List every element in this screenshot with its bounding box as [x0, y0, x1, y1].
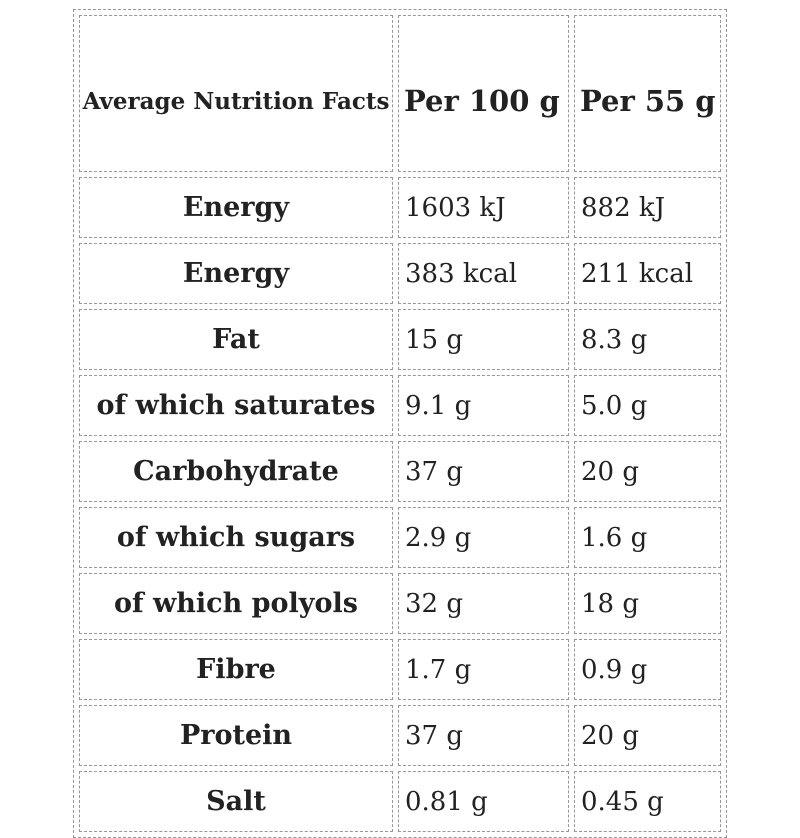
per-55g-value-cell: 882 kJ [574, 177, 721, 238]
per-100g-value-cell: 0.81 g [398, 771, 569, 832]
nutrient-label-cell: of which saturates [79, 375, 393, 436]
per-100g-value-cell: 32 g [398, 573, 569, 634]
per-100g-value-cell: 9.1 g [398, 375, 569, 436]
per-55g-value-cell: 0.9 g [574, 639, 721, 700]
per-100g-value-cell: 37 g [398, 705, 569, 766]
table-row: Energy 383 kcal 211 kcal [79, 243, 721, 304]
per-55g-value-cell: 0.45 g [574, 771, 721, 832]
page: { "colors": { "background": "#ffffff", "… [73, 9, 727, 838]
per-100g-value-cell: 15 g [398, 309, 569, 370]
header-row: Average Nutrition Facts Per 100 g Per 55… [79, 15, 721, 172]
nutrient-label-cell: Salt [79, 771, 393, 832]
per-55g-value-cell: 211 kcal [574, 243, 721, 304]
table-row: Carbohydrate 37 g 20 g [79, 441, 721, 502]
per-55g-value-cell: 8.3 g [574, 309, 721, 370]
nutrient-label-cell: Protein [79, 705, 393, 766]
per-55g-value-cell: 20 g [574, 705, 721, 766]
header-per-100g-cell: Per 100 g [398, 15, 569, 172]
per-100g-value-cell: 1603 kJ [398, 177, 569, 238]
table-row: of which polyols 32 g 18 g [79, 573, 721, 634]
table-row: Protein 37 g 20 g [79, 705, 721, 766]
nutrient-label-cell: Fat [79, 309, 393, 370]
table-row: Energy 1603 kJ 882 kJ [79, 177, 721, 238]
table-row: of which sugars 2.9 g 1.6 g [79, 507, 721, 568]
per-100g-value-cell: 2.9 g [398, 507, 569, 568]
per-100g-value-cell: 383 kcal [398, 243, 569, 304]
table-row: Salt 0.81 g 0.45 g [79, 771, 721, 832]
per-55g-value-cell: 18 g [574, 573, 721, 634]
table-row: Fibre 1.7 g 0.9 g [79, 639, 721, 700]
nutrient-label-cell: of which polyols [79, 573, 393, 634]
per-55g-value-cell: 5.0 g [574, 375, 721, 436]
nutrition-facts-label: Average Nutrition Facts Per 100 g Per 55… [73, 9, 727, 838]
nutrient-label-cell: Carbohydrate [79, 441, 393, 502]
table-row: Fat 15 g 8.3 g [79, 309, 721, 370]
per-55g-value-cell: 1.6 g [574, 507, 721, 568]
per-100g-value-cell: 1.7 g [398, 639, 569, 700]
nutrient-label-cell: Energy [79, 243, 393, 304]
header-per-55g-cell: Per 55 g [574, 15, 721, 172]
per-100g-value-cell: 37 g [398, 441, 569, 502]
nutrient-label-cell: Fibre [79, 639, 393, 700]
nutrient-label-cell: of which sugars [79, 507, 393, 568]
table-row: of which saturates 9.1 g 5.0 g [79, 375, 721, 436]
per-55g-value-cell: 20 g [574, 441, 721, 502]
nutrient-label-cell: Energy [79, 177, 393, 238]
nutrition-table: Average Nutrition Facts Per 100 g Per 55… [73, 9, 727, 838]
header-title-cell: Average Nutrition Facts [79, 15, 393, 172]
